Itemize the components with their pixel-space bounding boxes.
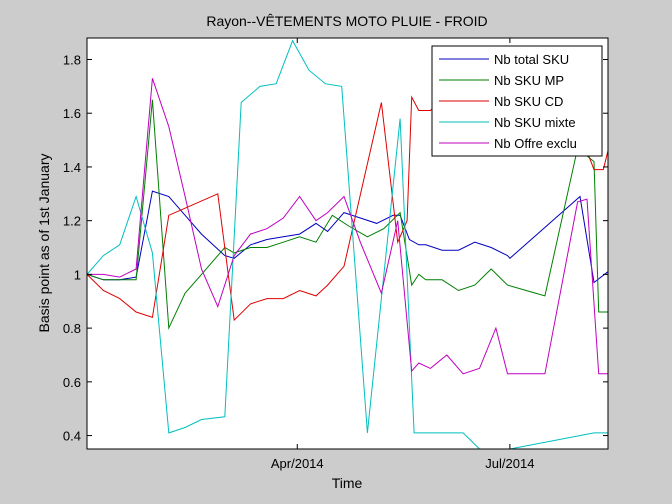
plot-frame [86,37,609,450]
y-tick-label: 0.6 [63,375,81,390]
ticks-layer: 0.4 0.6 0.8 1 1.2 1.4 1.6 1.8 Apr/2014 Jul/2014 [63,38,608,471]
legend-label-1: Nb total SKU [494,52,569,67]
legend-label-2: Nb SKU MP [494,73,564,88]
x-tick-label: Apr/2014 [271,456,324,471]
y-tick-label: 0.4 [63,429,81,444]
y-tick-label: 1.2 [63,214,81,229]
y-tick-label: 1.4 [63,160,81,175]
legend-label-4: Nb SKU mixte [494,115,576,130]
y-tick-label: 0.8 [63,321,81,336]
y-tick-label: 1.8 [63,52,81,67]
legend-label-3: Nb SKU CD [494,94,563,109]
y-axis-label: Basis point as of 1st January [36,154,52,333]
legend: Nb total SKU Nb SKU MP Nb SKU CD Nb SKU mix… [431,45,603,157]
legend-label-5: Nb Offre exclu [494,136,577,151]
legend-items: Nb total SKU Nb SKU MP Nb SKU CD Nb SKU mix… [439,52,577,151]
y-tick-label: 1 [74,267,81,282]
series-line-4 [87,39,608,449]
series-line-1 [87,190,608,284]
y-tick-label: 1.6 [63,106,81,121]
x-tick-label: Jul/2014 [485,456,534,471]
chart-title: Rayon--VÊTEMENTS MOTO PLUIE - FROID [206,13,487,29]
series-line-5 [87,78,608,375]
x-axis-label: Time [332,475,363,491]
series-line-2 [87,99,608,331]
